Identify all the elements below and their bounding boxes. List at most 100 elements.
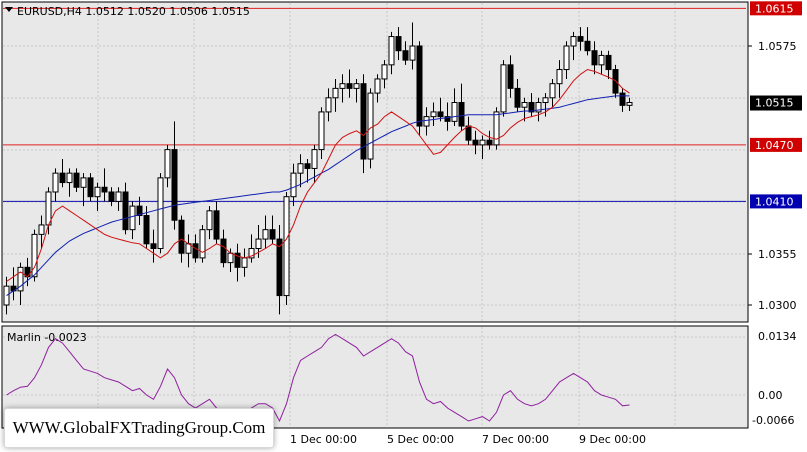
candle-bull xyxy=(45,191,52,226)
candle-bear xyxy=(416,45,423,127)
candle-bear xyxy=(234,252,241,268)
candle-bear xyxy=(101,186,108,193)
candle-bull xyxy=(332,87,339,99)
candles xyxy=(3,22,633,315)
candle-bull xyxy=(248,247,255,259)
candle-bull xyxy=(549,83,556,99)
candle-bull xyxy=(626,102,633,106)
candle-bull xyxy=(388,36,395,66)
current-price-label: 1.0515 xyxy=(755,97,794,110)
candle-bull xyxy=(38,224,45,235)
candle-bull xyxy=(164,149,171,179)
candle-bull xyxy=(451,102,458,122)
candle-bear xyxy=(269,229,276,240)
time-label: 1 Dec 00:00 xyxy=(290,433,357,446)
candle-bear xyxy=(143,215,150,245)
candle-bear xyxy=(213,210,220,240)
candle-bear xyxy=(171,149,178,221)
candle-bear xyxy=(465,125,472,141)
ma-slow-line xyxy=(6,95,630,297)
candle-bear xyxy=(395,36,402,52)
indicator-tick: 0.00 xyxy=(758,389,783,402)
candle-bull xyxy=(479,139,486,146)
candle-bull xyxy=(556,69,563,85)
candle-bear xyxy=(577,36,584,42)
current-price-box: 1.0515 xyxy=(750,95,802,111)
level-label: 1.0410 xyxy=(755,195,794,208)
candle-bear xyxy=(360,83,367,160)
candle-bull xyxy=(381,64,388,80)
candle-bull xyxy=(542,97,549,104)
candle-bull xyxy=(283,196,290,297)
candle-bull xyxy=(115,191,122,202)
candle-bull xyxy=(493,111,500,146)
level-box-1: 1.0615 xyxy=(750,1,802,16)
candle-bull xyxy=(325,97,332,113)
candle-bull xyxy=(52,172,59,193)
time-label: 7 Dec 00:00 xyxy=(482,433,549,446)
candle-bull xyxy=(318,111,325,151)
level-box-3: 1.0410 xyxy=(750,194,802,209)
indicator-label: Marlin -0.0023 xyxy=(7,331,87,344)
candle-bear xyxy=(304,163,311,169)
time-label: 9 Dec 00:00 xyxy=(579,433,646,446)
candle-bull xyxy=(570,36,577,47)
candle-bull xyxy=(339,83,346,89)
candle-bear xyxy=(73,172,80,188)
candle-bull xyxy=(290,172,297,198)
candle-bull xyxy=(521,102,528,108)
candle-bear xyxy=(87,177,94,198)
watermark-logo: WWW.GlobalFXTradingGroup.Com xyxy=(4,408,274,448)
level-box-2: 1.0470 xyxy=(750,137,802,152)
candle-bull xyxy=(262,229,269,240)
candle-bear xyxy=(458,102,465,127)
candle-bear xyxy=(178,219,185,254)
candle-bull xyxy=(409,45,416,61)
candle-bull xyxy=(598,54,605,66)
candle-bull xyxy=(374,78,381,94)
candle-bear xyxy=(192,243,199,259)
candle-bull xyxy=(423,116,430,127)
candle-bear xyxy=(346,83,353,89)
candle-bull xyxy=(80,177,87,188)
candle-bull xyxy=(129,205,136,231)
price-tick: 1.0355 xyxy=(758,248,797,261)
candle-bear xyxy=(528,102,535,113)
candle-bear xyxy=(150,243,157,249)
candle-bear xyxy=(619,92,626,106)
indicator-tick: 0.0134 xyxy=(758,330,797,343)
candle-bear xyxy=(437,111,444,118)
level-label: 1.0615 xyxy=(755,2,794,15)
oscillator-line xyxy=(6,333,630,423)
candle-bull xyxy=(255,238,262,249)
ma-fast-line xyxy=(6,68,630,282)
candle-bear xyxy=(402,50,409,61)
candle-bull xyxy=(500,64,507,113)
candle-bear xyxy=(507,64,514,89)
candle-bull xyxy=(199,229,206,259)
candle-bull xyxy=(241,257,248,268)
candle-bear xyxy=(514,87,521,108)
candle-bear xyxy=(444,116,451,122)
candle-bull xyxy=(367,92,374,160)
candle-bull xyxy=(353,83,360,89)
candle-bear xyxy=(276,238,283,297)
candle-bull xyxy=(311,149,318,169)
candle-bull xyxy=(563,45,570,71)
candle-bull xyxy=(535,102,542,113)
collapse-triangle-icon[interactable] xyxy=(5,7,13,12)
candle-bull xyxy=(297,163,304,174)
symbol-info: EURUSD,H4 1.0512 1.0520 1.0506 1.0515 xyxy=(17,5,250,18)
main-panel[interactable] xyxy=(1,1,749,323)
candle-bull xyxy=(157,177,164,249)
candle-bull xyxy=(430,111,437,118)
candle-bull xyxy=(206,210,213,231)
candle-bear xyxy=(591,50,598,66)
candle-bull xyxy=(17,266,24,292)
candle-bear xyxy=(472,139,479,146)
time-label: 5 Dec 00:00 xyxy=(387,433,454,446)
candle-bear xyxy=(136,205,143,217)
candle-bear xyxy=(584,40,591,52)
candle-bear xyxy=(59,172,66,184)
